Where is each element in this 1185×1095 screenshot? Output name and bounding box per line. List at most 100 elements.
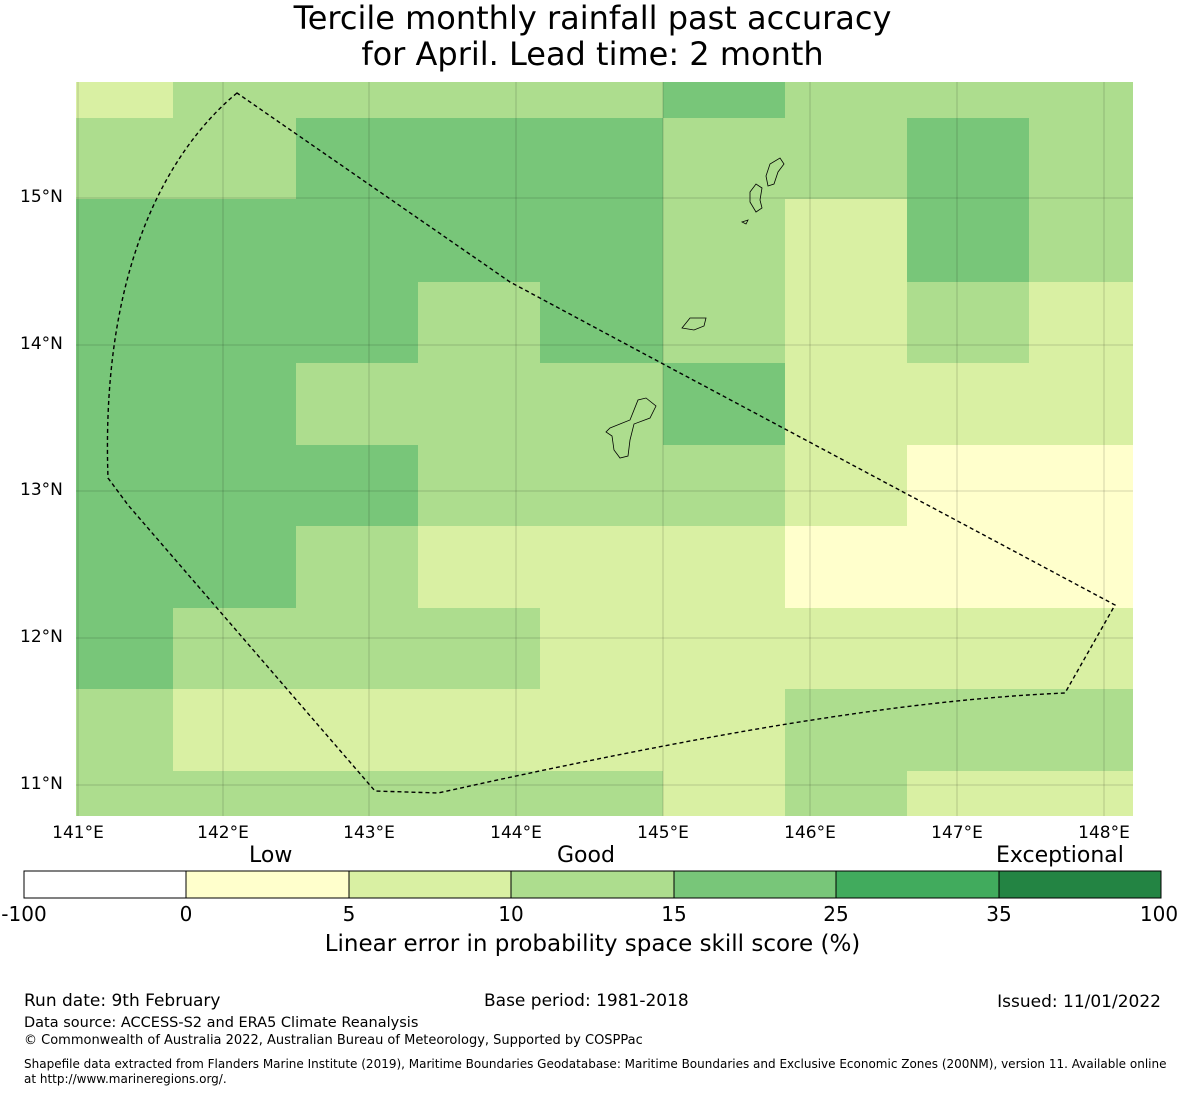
base-period: Base period: 1981-2018: [484, 991, 689, 1011]
lon-label-142e: 142°E: [197, 823, 249, 843]
skill-cell: [296, 82, 418, 118]
skill-cell: [173, 363, 296, 445]
skill-cell: [663, 771, 785, 816]
skill-cell: [296, 118, 418, 199]
skill-cell: [418, 118, 540, 199]
skill-cell: [663, 445, 785, 526]
colorbar-tick: 100: [1139, 902, 1179, 926]
map-title-line2: for April. Lead time: 2 month: [361, 35, 824, 73]
skill-cell: [76, 282, 173, 363]
lon-label-141e: 141°E: [52, 823, 104, 843]
skill-cell: [1029, 282, 1133, 363]
islands: [605, 157, 785, 459]
skill-cell: [1029, 118, 1133, 199]
lat-label-11n: 11°N: [20, 774, 63, 794]
skill-cell: [907, 445, 1029, 526]
skill-cell: [663, 82, 785, 118]
lon-label-146e: 146°E: [784, 823, 836, 843]
skill-cell: [785, 199, 907, 282]
island-saipan: [765, 157, 785, 187]
skill-cell: [173, 526, 296, 608]
skill-cell: [296, 689, 418, 771]
lat-label-12n: 12°N: [20, 627, 63, 647]
skill-cell: [173, 445, 296, 526]
colorbar-swatch: [998, 870, 1162, 899]
skill-cell: [418, 689, 540, 771]
map-title-line1: Tercile monthly rainfall past accuracy: [293, 0, 892, 37]
skill-cell: [418, 282, 540, 363]
colorbar-category-good: Good: [557, 843, 615, 868]
skill-cell: [907, 526, 1029, 608]
skill-cell: [663, 282, 785, 363]
skill-cell: [76, 445, 173, 526]
skill-cell: [663, 689, 785, 771]
colorbar-tick: 35: [986, 902, 1012, 926]
colorbar-swatch: [185, 870, 350, 899]
skill-cell: [1029, 608, 1133, 689]
skill-cell: [785, 82, 907, 118]
skill-grid: [76, 82, 1133, 816]
skill-cell: [76, 199, 173, 282]
skill-cell: [1029, 526, 1133, 608]
run-date: Run date: 9th February: [24, 991, 221, 1011]
skill-cell: [907, 689, 1029, 771]
skill-cell: [540, 608, 663, 689]
shapefile-credit-line1: Shapefile data extracted from Flanders M…: [24, 1057, 1167, 1071]
lon-label-143e: 143°E: [343, 823, 395, 843]
skill-cell: [907, 771, 1029, 816]
lon-label-145e: 145°E: [637, 823, 689, 843]
skill-cell: [1029, 771, 1133, 816]
copyright: © Commonwealth of Australia 2022, Austra…: [24, 1033, 643, 1048]
island-rota: [681, 317, 707, 331]
skill-cell: [76, 363, 173, 445]
skill-cell: [540, 199, 663, 282]
skill-cell: [173, 82, 296, 118]
colorbar-swatch: [673, 870, 837, 899]
island-guam: [605, 397, 657, 459]
skill-cell: [663, 199, 785, 282]
colorbar-category-exceptional: Exceptional: [996, 843, 1124, 868]
colorbar-tick: 5: [342, 902, 356, 926]
colorbar-tick: 25: [823, 902, 849, 926]
skill-cell: [418, 608, 540, 689]
skill-cell: [418, 82, 540, 118]
skill-cell: [296, 363, 418, 445]
skill-cell: [418, 771, 540, 816]
skill-cell: [173, 282, 296, 363]
skill-cell: [76, 82, 173, 118]
colorbar-swatch: [23, 870, 187, 899]
skill-cell: [76, 526, 173, 608]
skill-cell: [907, 282, 1029, 363]
skill-cell: [540, 363, 663, 445]
skill-cell: [663, 118, 785, 199]
skill-cell: [540, 771, 663, 816]
lat-label-15n: 15°N: [20, 187, 63, 207]
skill-cell: [173, 118, 296, 199]
skill-cell: [540, 689, 663, 771]
skill-cell: [418, 199, 540, 282]
skill-cell: [907, 199, 1029, 282]
data-source: Data source: ACCESS-S2 and ERA5 Climate …: [24, 1015, 419, 1031]
colorbar-tick: 10: [498, 902, 524, 926]
lon-label-148e: 148°E: [1078, 823, 1130, 843]
shapefile-credit-line2: at http://www.marineregions.org/.: [24, 1072, 227, 1086]
skill-cell: [418, 526, 540, 608]
skill-cell: [296, 526, 418, 608]
eez-boundary: [106, 92, 1116, 794]
skill-cell: [1029, 689, 1133, 771]
colorbar-label: Linear error in probability space skill …: [324, 931, 861, 957]
skill-cell: [76, 608, 173, 689]
skill-cell: [785, 363, 907, 445]
colorbar-category-low: Low: [249, 843, 293, 868]
skill-cell: [907, 363, 1029, 445]
skill-cell: [907, 82, 1029, 118]
skill-cell: [785, 526, 907, 608]
skill-cell: [173, 771, 296, 816]
lon-label-147e: 147°E: [931, 823, 983, 843]
skill-cell: [1029, 445, 1133, 526]
skill-cell: [296, 608, 418, 689]
skill-cell: [907, 608, 1029, 689]
colorbar-swatch: [835, 870, 1000, 899]
skill-cell: [296, 445, 418, 526]
